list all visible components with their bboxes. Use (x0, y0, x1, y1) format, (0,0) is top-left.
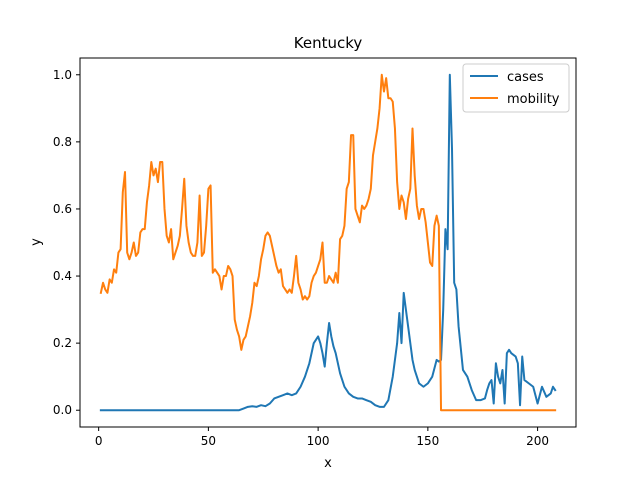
x-axis-ticks: 0 50 100 150 200 (95, 427, 549, 448)
legend: cases mobility (462, 63, 570, 113)
legend-label-mobility: mobility (507, 92, 560, 107)
y-tick-label: 0.8 (53, 135, 72, 149)
x-tick-label: 200 (526, 434, 549, 448)
y-tick-label: 0.4 (53, 269, 72, 283)
plot-frame (79, 57, 577, 428)
series-layer (99, 73, 557, 412)
y-tick-label: 0.6 (53, 202, 72, 216)
y-axis-ticks: 0.0 0.2 0.4 0.6 0.8 1.0 (53, 68, 80, 417)
chart-title: Kentucky (294, 34, 363, 52)
series-line-mobility (99, 73, 557, 412)
series-line-cases (99, 73, 557, 412)
plot-area (80, 58, 576, 427)
x-axis-label: x (324, 456, 332, 471)
x-tick-label: 0 (95, 434, 103, 448)
y-tick-label: 1.0 (53, 68, 72, 82)
x-tick-label: 150 (416, 434, 439, 448)
y-tick-label: 0.2 (53, 336, 72, 350)
legend-label-cases: cases (507, 70, 544, 85)
y-tick-label: 0.0 (53, 403, 72, 417)
y-axis-label: y (29, 238, 44, 246)
x-tick-label: 100 (307, 434, 330, 448)
x-tick-label: 50 (201, 434, 216, 448)
plot-background (80, 58, 576, 427)
